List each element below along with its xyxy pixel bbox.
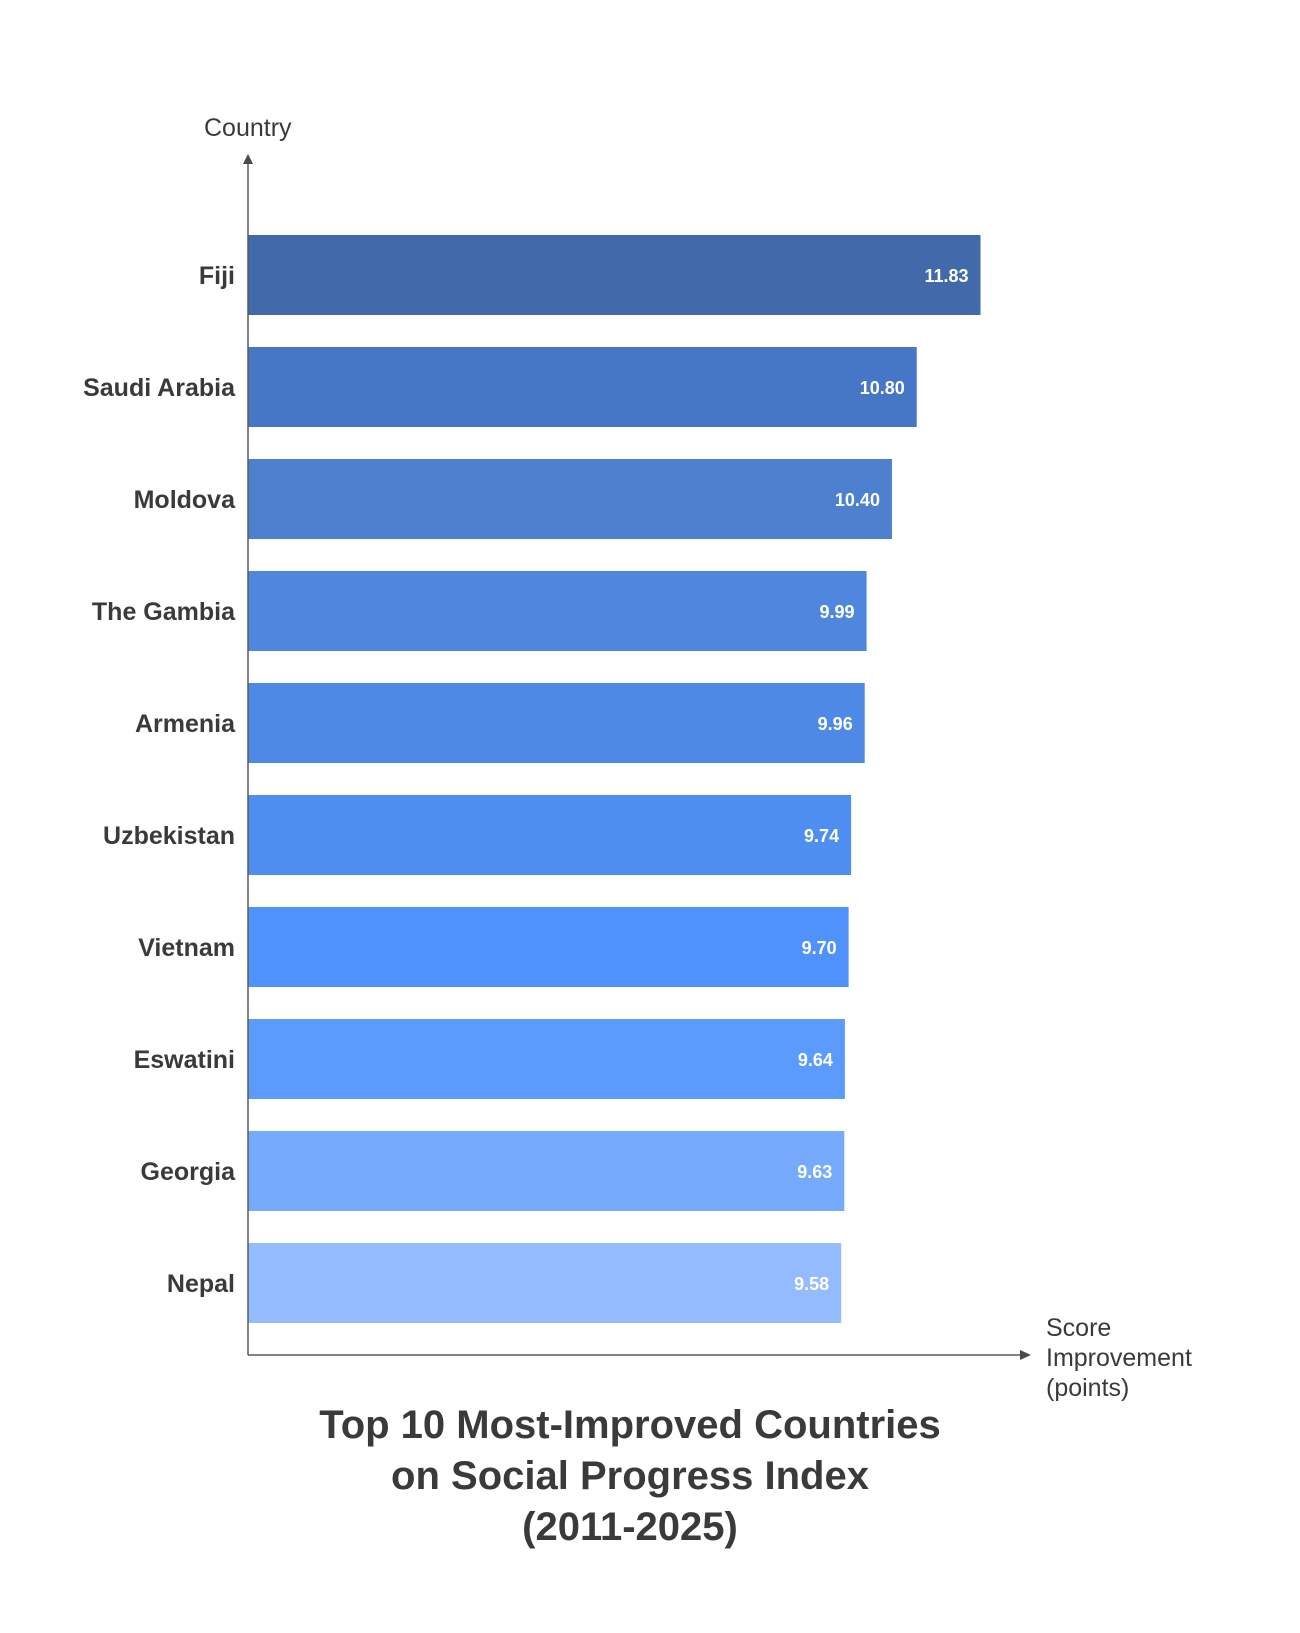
- x-axis-title-line-1: Score: [1046, 1314, 1111, 1342]
- bars-group: [248, 235, 981, 1323]
- category-label-nepal: Nepal: [167, 1270, 235, 1298]
- value-labels: 11.83 10.80 10.40 9.99 9.96 9.74 9.70 9.64 9.63 9…: [794, 266, 968, 1294]
- x-axis-title-line-2: Improvement: [1046, 1344, 1192, 1372]
- value-label-uzbekistan: 9.74: [804, 826, 839, 846]
- chart-title: Top 10 Most-Improved Countries on Social…: [230, 1400, 1030, 1553]
- x-axis-title: Score Improvement (points): [1046, 1314, 1199, 1402]
- category-label-fiji: Fiji: [199, 262, 235, 290]
- category-label-moldova: Moldova: [134, 486, 236, 514]
- value-label-fiji: 11.83: [924, 266, 968, 286]
- category-label-georgia: Georgia: [141, 1158, 237, 1186]
- y-axis-title: Country: [204, 114, 292, 142]
- bar-saudi-arabia: [248, 347, 917, 427]
- category-label-uzbekistan: Uzbekistan: [103, 822, 235, 850]
- bar-uzbekistan: [248, 795, 852, 875]
- x-axis-arrow-icon: [1020, 1350, 1031, 1360]
- bar-armenia: [248, 683, 865, 763]
- value-label-eswatini: 9.64: [798, 1050, 833, 1070]
- chart-title-line-2: on Social Progress Index: [391, 1454, 869, 1498]
- chart-title-line-1: Top 10 Most-Improved Countries: [319, 1403, 941, 1447]
- category-label-eswatini: Eswatini: [134, 1046, 235, 1074]
- category-label-the-gambia: The Gambia: [92, 598, 236, 626]
- bar-georgia: [248, 1131, 845, 1211]
- category-labels: Fiji Saudi Arabia Moldova The Gambia Armenia…: [83, 262, 236, 1298]
- chart-title-line-3: (2011-2025): [522, 1505, 738, 1549]
- bar-eswatini: [248, 1019, 845, 1099]
- value-label-the-gambia: 9.99: [820, 602, 855, 622]
- bar-vietnam: [248, 907, 849, 987]
- y-axis-arrow-icon: [243, 154, 253, 164]
- category-label-saudi-arabia: Saudi Arabia: [83, 374, 236, 402]
- value-label-georgia: 9.63: [797, 1162, 832, 1182]
- category-label-armenia: Armenia: [135, 710, 236, 738]
- value-label-armenia: 9.96: [818, 714, 853, 734]
- value-label-saudi-arabia: 10.80: [860, 378, 905, 398]
- x-axis-title-line-3: (points): [1046, 1374, 1129, 1402]
- category-label-vietnam: Vietnam: [138, 934, 235, 962]
- value-label-vietnam: 9.70: [802, 938, 837, 958]
- bar-moldova: [248, 459, 892, 539]
- value-label-nepal: 9.58: [794, 1274, 829, 1294]
- bar-fiji: [248, 235, 981, 315]
- value-label-moldova: 10.40: [835, 490, 880, 510]
- bar-nepal: [248, 1243, 842, 1323]
- bar-the-gambia: [248, 571, 867, 651]
